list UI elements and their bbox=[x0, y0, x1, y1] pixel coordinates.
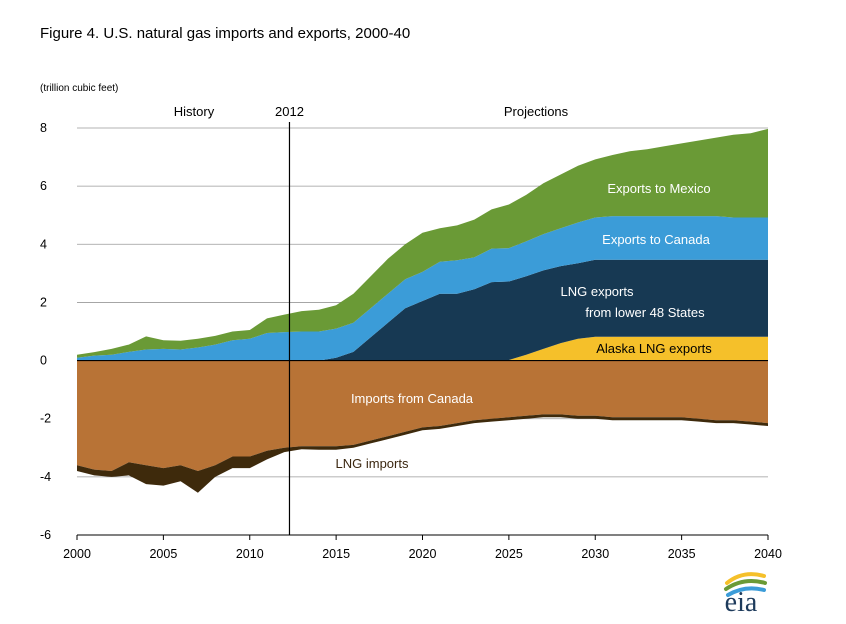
area-lng-exports-from-lower-48-states bbox=[77, 259, 768, 361]
series-label-exports-to-mexico: Exports to Mexico bbox=[607, 181, 710, 196]
x-axis: 2000 2005 2010 2015 2020 2025 2030 2035 2040 bbox=[63, 534, 782, 561]
area-lng-imports bbox=[77, 414, 768, 493]
x-tick-label: 2030 bbox=[581, 547, 609, 561]
stacked-areas bbox=[77, 128, 768, 493]
logo-arc-yellow bbox=[725, 572, 766, 585]
y-tick-label: 8 bbox=[40, 121, 47, 135]
y-axis-units-label: (trillion cubic feet) bbox=[40, 83, 118, 94]
divider-year-annotation: 2012 bbox=[275, 104, 304, 119]
x-tick-label: 2005 bbox=[149, 547, 177, 561]
series-label-lng-exports-line1: LNG exports bbox=[561, 284, 634, 299]
projections-annotation: Projections bbox=[504, 104, 569, 119]
divider-group: History 2012 Projections bbox=[174, 104, 569, 535]
y-axis: -6 -4 -2 0 2 4 6 8 bbox=[40, 121, 51, 542]
eia-logo: eia bbox=[724, 572, 767, 618]
y-tick-label: 2 bbox=[40, 295, 47, 309]
y-tick-label: 0 bbox=[40, 354, 47, 368]
area-exports-to-canada bbox=[77, 216, 768, 361]
y-tick-label: -6 bbox=[40, 528, 51, 542]
x-tick-label: 2035 bbox=[668, 547, 696, 561]
history-annotation: History bbox=[174, 104, 215, 119]
series-label-imports-from-canada: Imports from Canada bbox=[351, 391, 474, 406]
x-tick-label: 2020 bbox=[409, 547, 437, 561]
logo-arc-green bbox=[724, 579, 767, 591]
series-labels: Exports to Mexico Exports to Canada LNG … bbox=[336, 181, 713, 471]
series-label-lng-imports: LNG imports bbox=[336, 456, 409, 471]
y-tick-label: 4 bbox=[40, 237, 47, 251]
y-tick-label: 6 bbox=[40, 179, 47, 193]
area-exports-to-mexico bbox=[77, 128, 768, 358]
x-tick-label: 2025 bbox=[495, 547, 523, 561]
series-label-lng-exports-line2: from lower 48 States bbox=[585, 305, 705, 320]
x-tick-label: 2040 bbox=[754, 547, 782, 561]
area-imports-from-canada bbox=[77, 360, 768, 471]
y-tick-label: -2 bbox=[40, 412, 51, 426]
x-tick-label: 2000 bbox=[63, 547, 91, 561]
y-tick-label: -4 bbox=[40, 470, 51, 484]
area-alaska-lng-exports bbox=[77, 336, 768, 361]
chart-title: Figure 4. U.S. natural gas imports and e… bbox=[40, 25, 410, 42]
x-tick-label: 2010 bbox=[236, 547, 264, 561]
x-tick-label: 2015 bbox=[322, 547, 350, 561]
logo-wordmark: eia bbox=[725, 587, 758, 618]
logo-arc-blue bbox=[726, 586, 766, 597]
series-label-alaska-lng-exports: Alaska LNG exports bbox=[596, 341, 712, 356]
series-label-exports-to-canada: Exports to Canada bbox=[602, 232, 710, 247]
